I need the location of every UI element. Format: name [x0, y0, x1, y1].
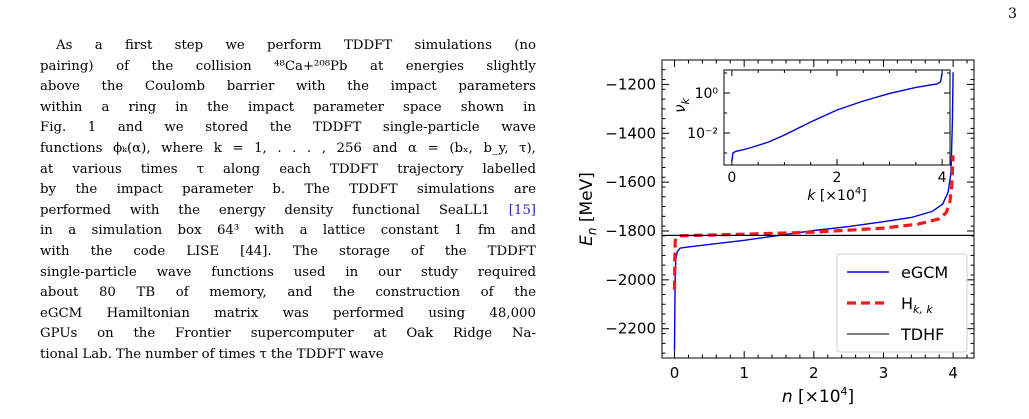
energy-spectrum-figure: 0 1 2 3 4 −1200 −1400 −1600 −1800 −2000 −2200 n [×1…: [577, 59, 975, 407]
inset-x-tick-label: 4: [938, 170, 947, 186]
body-text-column: As a first step we perform TDDFT simulations (no…: [40, 36, 536, 419]
text-line: functions ϕₖ(α), where k = 1,..., 256 and α = (bₓ,…: [40, 140, 536, 156]
y-tick-label: −1800: [605, 222, 656, 240]
inset-plot-frame: [723, 69, 951, 166]
x-tick-label: 0: [670, 364, 680, 382]
text-line: GPUs on the Frontier supercomputer at Oak Ridge…: [40, 326, 536, 342]
x-tick-label: 1: [739, 364, 749, 382]
text-line: single-particle wave functions used in our stu…: [40, 264, 536, 280]
page-number: 3: [1008, 6, 1017, 22]
text-line: about 80 TB of memory, and the construction of th…: [40, 285, 536, 301]
y-tick-label: −1200: [605, 75, 656, 93]
y-axis-label: En [MeV]: [577, 172, 599, 246]
y-tick-label: −1400: [605, 124, 656, 142]
x-axis-label: n [×104]: [782, 385, 854, 407]
legend-label: Hk, k: [901, 294, 933, 316]
text-line: above the Coulomb barrier with the impact param…: [40, 79, 536, 95]
text-line: pairing) of the collision ⁴⁸Ca+²⁰⁸Pb at energi…: [40, 58, 536, 74]
legend-box: [836, 253, 968, 353]
text-line: performed with the energy density functional S…: [40, 202, 536, 218]
text-line: within a ring in the impact parameter space show…: [40, 99, 536, 115]
text-line: by the impact parameter b. The TDDFT simulation…: [40, 182, 536, 198]
inset-y-axis-label: νk: [671, 97, 692, 112]
text-line: with the code LISE [44]. The storage of the TDDFT: [40, 243, 536, 259]
text-line: at various times τ along each TDDFT trajectory l…: [40, 161, 536, 177]
text-line: eGCM Hamiltonian matrix was performed using 48…: [40, 305, 536, 321]
inset-y-tick-label: 10⁻²: [687, 126, 718, 142]
inset-x-axis-label: k [×104]: [807, 186, 866, 204]
main-plot-frame: [661, 59, 975, 359]
inset-y-tick-label: 10⁰: [695, 86, 719, 102]
text-line: Fig. 1 and we stored the TDDFT single-particle w…: [40, 120, 536, 136]
text-line: As a first step we perform TDDFT simulations (no: [56, 38, 536, 53]
x-tick-label: 4: [948, 364, 958, 382]
text-line: in a simulation box 64³ with a lattice constant 1…: [40, 223, 536, 239]
inset-series-line: [731, 72, 943, 162]
y-tick-label: −2200: [605, 320, 656, 338]
legend-label: TDHF: [900, 325, 944, 344]
x-tick-label: 3: [879, 364, 889, 382]
legend-label: eGCM: [901, 263, 948, 282]
x-tick-label: 2: [809, 364, 819, 382]
series-line-h: [672, 155, 955, 290]
text-line: tional Lab. The number of times τ the TDDFT wave: [40, 346, 384, 362]
y-tick-label: −1600: [605, 173, 656, 191]
y-tick-label: −2000: [605, 271, 656, 289]
inset-x-tick-label: 0: [727, 170, 736, 186]
inset-x-tick-label: 2: [833, 170, 842, 186]
